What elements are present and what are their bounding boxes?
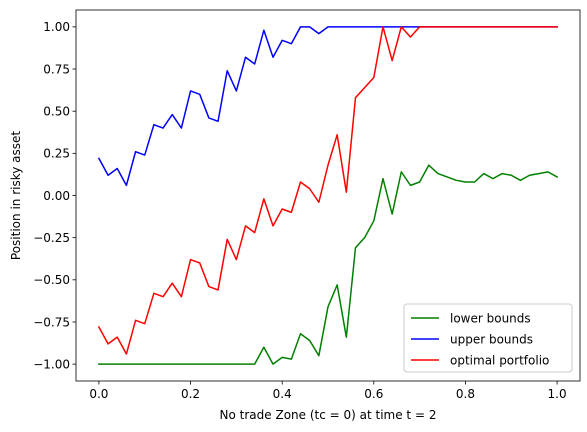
x-tick-label: 0.0 bbox=[89, 387, 108, 401]
legend-label: optimal portfolio bbox=[450, 353, 549, 367]
x-tick-label: 0.4 bbox=[273, 387, 292, 401]
x-tick-label: 0.8 bbox=[456, 387, 475, 401]
y-tick-label: −0.50 bbox=[33, 273, 70, 287]
legend: lower bounds upper bounds optimal portfoli… bbox=[403, 303, 573, 373]
y-axis: −1.00 −0.75 −0.50 −0.25 0.00 0.25 0.50 0.75 1.00 bbox=[33, 20, 76, 371]
y-tick-label: −0.75 bbox=[33, 315, 70, 329]
y-tick-label: −1.00 bbox=[33, 357, 70, 371]
y-tick-label: 0.50 bbox=[43, 104, 70, 118]
legend-box bbox=[403, 303, 573, 373]
y-tick-label: −0.25 bbox=[33, 231, 70, 245]
series-line-optimal-portfolio bbox=[97, 26, 558, 355]
x-tick-label: 1.0 bbox=[548, 387, 567, 401]
series-layer bbox=[97, 26, 559, 365]
x-tick-label: 0.2 bbox=[181, 387, 200, 401]
x-axis-label: No trade Zone (tc = 0) at time t = 2 bbox=[220, 408, 437, 422]
y-tick-label: 1.00 bbox=[43, 20, 70, 34]
x-tick-label: 0.6 bbox=[364, 387, 383, 401]
y-tick-label: 0.75 bbox=[43, 62, 70, 76]
series-line-lower-bounds bbox=[98, 164, 559, 365]
y-tick-label: 0.00 bbox=[43, 189, 70, 203]
legend-label: upper bounds bbox=[450, 332, 533, 346]
x-axis: 0.0 0.2 0.4 0.6 0.8 1.0 bbox=[89, 381, 567, 401]
y-tick-label: 0.25 bbox=[43, 147, 70, 161]
legend-label: lower bounds bbox=[450, 311, 531, 325]
y-axis-label: Position in risky asset bbox=[9, 131, 23, 260]
